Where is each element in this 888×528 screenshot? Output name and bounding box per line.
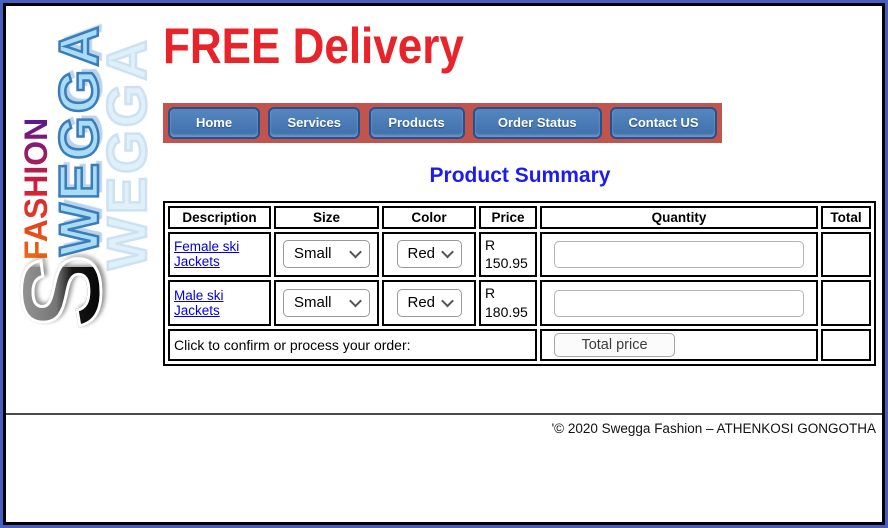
confirm-order-row: Click to confirm or process your order: … [168, 329, 871, 362]
footer-divider [6, 413, 882, 415]
column-header-total: Total [821, 205, 871, 229]
total-cell [821, 231, 871, 278]
size-select[interactable]: Small [283, 289, 370, 318]
nav-button-products[interactable]: Products [368, 106, 465, 139]
size-cell: Small [274, 231, 379, 278]
description-cell: Female ski Jackets [168, 231, 271, 278]
quantity-cell [540, 280, 818, 327]
page-footer: '© 2020 Swegga Fashion – ATHENKOSI GONGO… [6, 413, 882, 436]
size-cell: Small [274, 280, 379, 327]
grand-total-cell [821, 329, 871, 362]
column-header-size: Size [274, 205, 379, 229]
nav-button-contact-us[interactable]: Contact US [610, 106, 717, 139]
nav-button-home[interactable]: Home [168, 106, 260, 139]
quantity-cell [540, 231, 818, 278]
color-cell: Red [382, 231, 476, 278]
product-link-male-ski-jackets[interactable]: Male ski Jackets [174, 287, 224, 319]
column-header-color: Color [382, 205, 476, 229]
free-delivery-title: FREE Delivery [163, 18, 464, 74]
color-select[interactable]: Red [396, 289, 462, 318]
color-cell: Red [382, 280, 476, 327]
table-row-male-ski-jackets: Male ski Jackets Small [168, 280, 871, 327]
page-inner: WEGGA WEGGA FASHION S FREE Delivery Home… [3, 3, 885, 525]
total-price-cell: Total price [540, 329, 818, 362]
nav-button-services[interactable]: Services [268, 106, 361, 139]
swegga-fashion-logo: WEGGA WEGGA FASHION S [3, 8, 162, 331]
color-select[interactable]: Red [396, 240, 462, 269]
price-cell: R 150.95 [479, 231, 537, 278]
column-header-quantity: Quantity [540, 205, 818, 229]
price-cell: R 180.95 [479, 280, 537, 327]
column-header-price: Price [479, 205, 537, 229]
logo-fashion-text: FASHION [18, 117, 54, 260]
table-header-row: Description Size Color Price Quantity To… [168, 205, 871, 229]
size-select-wrap: Small [283, 240, 370, 269]
color-select-wrap: Red [396, 240, 462, 269]
page-title: Product Summary [429, 163, 611, 187]
quantity-input[interactable] [554, 240, 804, 268]
size-select-wrap: Small [283, 289, 370, 318]
quantity-input[interactable] [554, 289, 804, 317]
copyright-text: '© 2020 Swegga Fashion – ATHENKOSI GONGO… [551, 421, 876, 436]
table-row-female-ski-jackets: Female ski Jackets Small [168, 231, 871, 278]
nav-button-order-status[interactable]: Order Status [472, 106, 602, 139]
navigation-bar: Home Services Products Order Status Cont… [163, 102, 722, 143]
logo-s-letter: S [3, 253, 126, 331]
column-header-description: Description [168, 205, 271, 229]
product-summary-table: Description Size Color Price Quantity To… [163, 200, 876, 367]
logo-wegga-text: WEGGA [46, 22, 112, 257]
main-content: FREE Delivery Home Services Products Ord… [163, 12, 877, 367]
description-cell: Male ski Jackets [168, 280, 271, 327]
total-cell [821, 280, 871, 327]
size-select[interactable]: Small [283, 240, 370, 269]
total-price-button[interactable]: Total price [554, 333, 675, 358]
color-select-wrap: Red [396, 289, 462, 318]
product-link-female-ski-jackets[interactable]: Female ski Jackets [174, 238, 240, 270]
confirm-order-label: Click to confirm or process your order: [168, 329, 537, 362]
